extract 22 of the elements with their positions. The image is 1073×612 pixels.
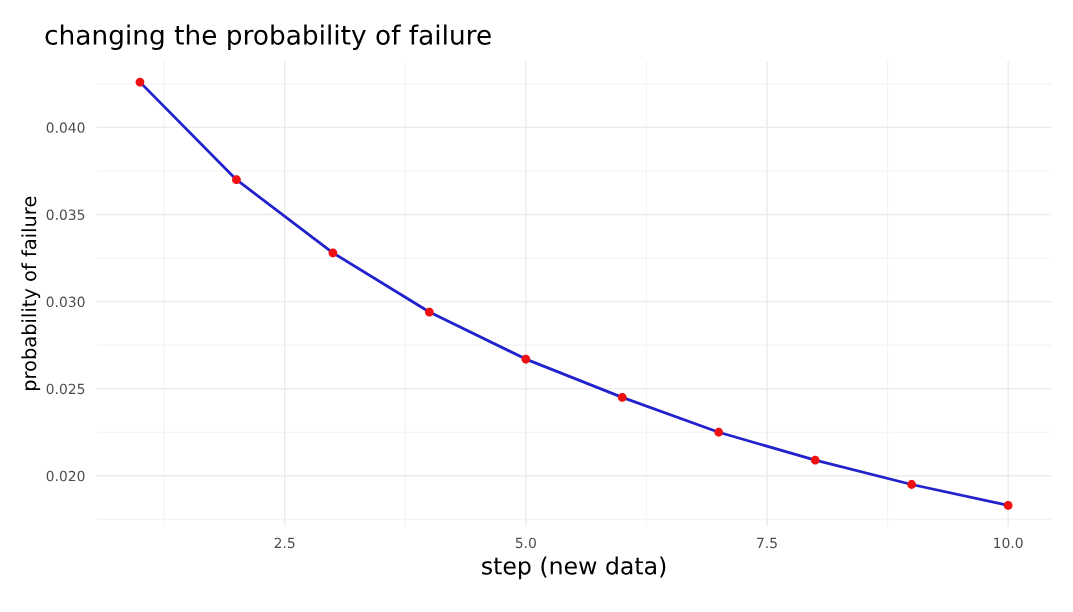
point bbox=[135, 77, 145, 87]
y-tick-label: 0.020 bbox=[46, 470, 85, 482]
point bbox=[521, 354, 531, 364]
y-axis-title: probability of failure bbox=[21, 196, 41, 391]
point bbox=[907, 480, 917, 489]
point bbox=[810, 455, 820, 465]
chart-title: changing the probability of failure bbox=[45, 24, 491, 51]
point bbox=[328, 248, 338, 258]
x-tick-label: 5.0 bbox=[515, 537, 536, 549]
point bbox=[424, 307, 434, 317]
y-tick-label: 0.040 bbox=[46, 122, 85, 133]
x-tick-label: 2.5 bbox=[274, 537, 295, 549]
y-tick-label: 0.030 bbox=[46, 296, 85, 308]
point bbox=[714, 427, 724, 437]
point bbox=[617, 393, 627, 402]
point bbox=[1003, 501, 1013, 510]
x-tick-label: 10.0 bbox=[994, 537, 1023, 549]
y-tick-label: 0.025 bbox=[46, 383, 85, 395]
point bbox=[232, 175, 241, 185]
x-tick-label: 7.5 bbox=[757, 537, 777, 549]
x-axis-title: step (new data) bbox=[482, 556, 666, 580]
y-tick-label: 0.035 bbox=[46, 209, 85, 220]
